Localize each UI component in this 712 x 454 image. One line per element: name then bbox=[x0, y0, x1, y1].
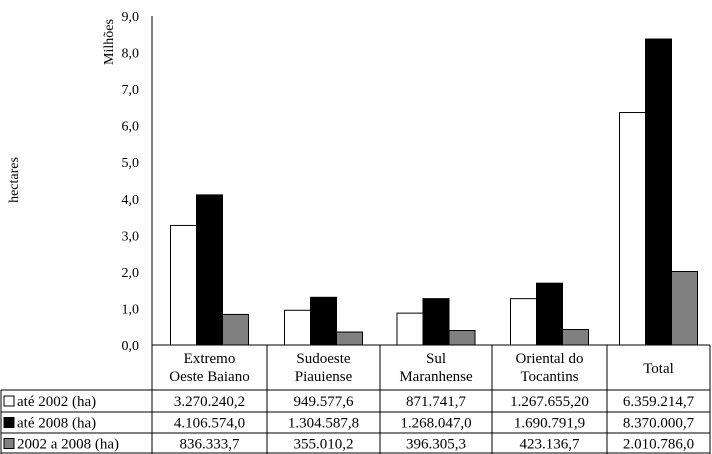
legend-swatch bbox=[3, 395, 15, 407]
series-name: até 2008 (ha) bbox=[17, 416, 96, 432]
bar bbox=[510, 298, 537, 346]
y-tick-label: 8,0 bbox=[122, 47, 140, 62]
category-label: Sudoeste bbox=[296, 351, 351, 367]
y-tick-label: 0,0 bbox=[122, 339, 140, 354]
table-cell-value: 2.010.786,0 bbox=[623, 437, 694, 453]
table-cell-value: 871.741,7 bbox=[406, 394, 467, 410]
category-label: Tocantins bbox=[520, 369, 578, 385]
category-label: Sul bbox=[426, 351, 446, 367]
table-cell-value: 423.136,7 bbox=[520, 437, 581, 453]
bar bbox=[336, 331, 363, 346]
legend-swatch bbox=[3, 417, 15, 428]
bar bbox=[619, 112, 646, 346]
bar bbox=[422, 298, 450, 346]
table-cell-value: 4.106.574,0 bbox=[174, 416, 245, 432]
bar bbox=[671, 270, 698, 346]
bar bbox=[536, 282, 563, 346]
y-tick-label: 9,0 bbox=[122, 10, 140, 25]
table-cell-value: 836.333,7 bbox=[180, 437, 241, 453]
table-cell-value: 949.577,6 bbox=[294, 394, 355, 410]
y-tick-label: 2,0 bbox=[122, 266, 140, 281]
bar bbox=[310, 296, 337, 346]
y-tick-label: 6,0 bbox=[122, 120, 140, 135]
table-cell-value: 355.010,2 bbox=[294, 437, 354, 453]
y-tick-label: 5,0 bbox=[122, 156, 140, 171]
table-cell-value: 3.270.240,2 bbox=[174, 394, 245, 410]
y-tick-label: 3,0 bbox=[122, 229, 140, 244]
bars bbox=[170, 38, 698, 346]
category-label: Extremo bbox=[184, 351, 236, 367]
bar bbox=[170, 224, 197, 346]
table-cell-value: 1.268.047,0 bbox=[400, 416, 471, 432]
category-label: Oeste Baiano bbox=[169, 369, 249, 385]
bar bbox=[448, 330, 476, 346]
table-cell-value: 8.370.000,7 bbox=[623, 416, 695, 432]
table-cell-value: 1.690.791,9 bbox=[514, 416, 585, 432]
bar bbox=[196, 194, 223, 346]
series-name: 2002 a 2008 (ha) bbox=[17, 437, 119, 453]
category-label: Piauiense bbox=[295, 369, 353, 385]
y-axis-ticks: 0,0 1,0 2,0 3,0 4,0 5,0 6,0 7,0 8,0 9,0 bbox=[122, 10, 140, 354]
bar bbox=[284, 309, 311, 346]
table-cell-value: 6.359.214,7 bbox=[623, 394, 695, 410]
category-label: Total bbox=[643, 361, 674, 377]
y-axis-title: hectares bbox=[7, 157, 22, 203]
y-tick-label: 1,0 bbox=[122, 302, 140, 317]
legend-swatch bbox=[3, 438, 15, 449]
bar bbox=[396, 312, 424, 346]
table-cell-value: 1.267.655,20 bbox=[510, 394, 589, 410]
data-table: Extremo Oeste Baiano Sudoeste Piauiense Sul M… bbox=[0, 345, 711, 454]
axis-lines bbox=[151, 16, 710, 346]
y-tick-label: 4,0 bbox=[122, 193, 140, 208]
category-label: Maranhense bbox=[399, 369, 473, 385]
table-cell-value: 396.305,3 bbox=[406, 437, 466, 453]
category-label: Oriental do bbox=[516, 351, 584, 367]
y-tick-label: 7,0 bbox=[122, 83, 140, 98]
series-name: até 2002 (ha) bbox=[17, 394, 96, 410]
table-cell-value: 1.304.587,8 bbox=[288, 416, 359, 432]
bar bbox=[562, 329, 589, 346]
y-axis-unit: Milhões bbox=[102, 19, 117, 65]
bar bbox=[645, 38, 672, 346]
bar bbox=[222, 313, 249, 346]
